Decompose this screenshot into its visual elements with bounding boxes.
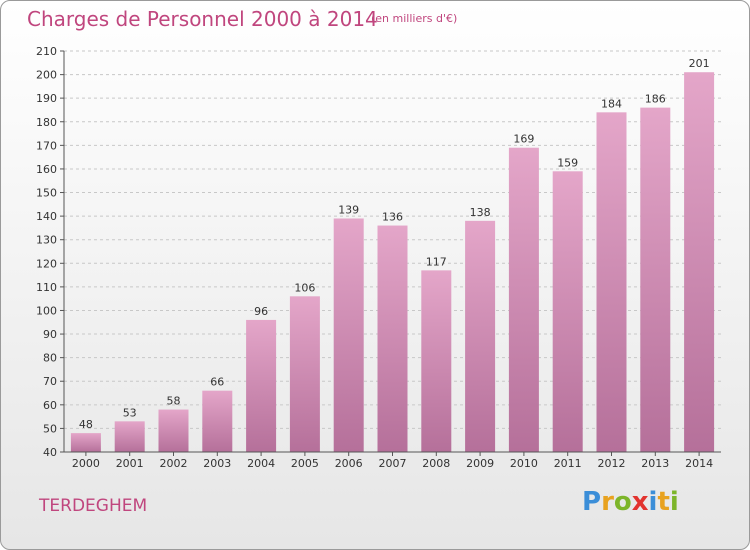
y-tick-label: 210 [36, 45, 57, 58]
x-tick-label-2008: 2008 [422, 457, 450, 470]
bar-2010 [508, 147, 539, 452]
value-label-2007: 136 [382, 211, 403, 224]
value-label-2004: 96 [254, 305, 268, 318]
value-label-2003: 66 [210, 376, 224, 389]
y-tick-label: 190 [36, 92, 57, 105]
y-tick-label: 110 [36, 281, 57, 294]
value-label-2008: 117 [426, 255, 447, 268]
x-tick-label-2013: 2013 [641, 457, 669, 470]
axes: 40 50 60 70 80 90 100 110 120 130 140 150 160 170 180 1… [36, 45, 721, 470]
x-tick-label-2003: 2003 [203, 457, 231, 470]
y-tick-label: 200 [36, 69, 57, 82]
x-tick-label-2005: 2005 [291, 457, 319, 470]
value-label-2000: 48 [79, 418, 93, 431]
y-tick-label: 150 [36, 187, 57, 200]
bar-2002 [158, 409, 189, 452]
bar-2003 [202, 390, 233, 452]
x-tick-label-2009: 2009 [466, 457, 494, 470]
value-label-2005: 106 [294, 281, 315, 294]
value-label-2001: 53 [123, 406, 137, 419]
x-tick-label-2002: 2002 [160, 457, 188, 470]
x-tick-label-2006: 2006 [335, 457, 363, 470]
y-tick-label: 170 [36, 139, 57, 152]
value-label-2011: 159 [557, 156, 578, 169]
value-label-2010: 169 [513, 133, 534, 146]
y-tick-label: 140 [36, 210, 57, 223]
value-label-2014: 201 [689, 57, 710, 70]
value-label-2006: 139 [338, 203, 359, 216]
value-label-2012: 184 [601, 97, 622, 110]
y-tick-label: 120 [36, 257, 57, 270]
y-tick-label: 130 [36, 234, 57, 247]
y-tick-label: 100 [36, 304, 57, 317]
y-tick-label: 180 [36, 116, 57, 129]
x-tick-label-2011: 2011 [554, 457, 582, 470]
value-label-2002: 58 [167, 395, 181, 408]
bar-2011 [552, 171, 583, 453]
value-label-2013: 186 [645, 93, 666, 106]
chart-subtitle: (en milliers d'€) [371, 12, 458, 25]
x-tick-label-2004: 2004 [247, 457, 275, 470]
y-tick-label: 80 [43, 352, 57, 365]
bar-2013 [640, 107, 671, 453]
x-tick-label-2007: 2007 [379, 457, 407, 470]
bar-2000 [70, 433, 101, 452]
bar-2007 [377, 225, 408, 452]
bar-2005 [289, 296, 320, 452]
y-tick-label: 90 [43, 328, 57, 341]
bar-2014 [684, 72, 715, 453]
bar-2004 [246, 319, 277, 452]
bar-2006 [333, 218, 364, 452]
y-tick-label: 70 [43, 375, 57, 388]
bar-2009 [465, 220, 496, 452]
chart-title: Charges de Personnel 2000 à 2014 [27, 7, 378, 31]
x-tick-label-2000: 2000 [72, 457, 100, 470]
y-tick-label: 60 [43, 399, 57, 412]
bars: 48 53 58 66 96 106 139 136 117 138 169 159 184 186 201 [70, 57, 715, 453]
x-tick-label-2010: 2010 [510, 457, 538, 470]
x-tick-label-2001: 2001 [116, 457, 144, 470]
y-tick-label: 50 [43, 422, 57, 435]
x-tick-label-2014: 2014 [685, 457, 713, 470]
bar-2012 [596, 112, 627, 453]
y-tick-label: 160 [36, 163, 57, 176]
bar-2001 [114, 421, 145, 452]
proxiti-logo: Proxiti [582, 487, 679, 517]
value-label-2009: 138 [470, 206, 491, 219]
x-tick-label-2012: 2012 [598, 457, 626, 470]
commune-name: TERDEGHEM [39, 496, 148, 516]
bar-2008 [421, 270, 452, 452]
y-tick-label: 40 [43, 446, 57, 459]
